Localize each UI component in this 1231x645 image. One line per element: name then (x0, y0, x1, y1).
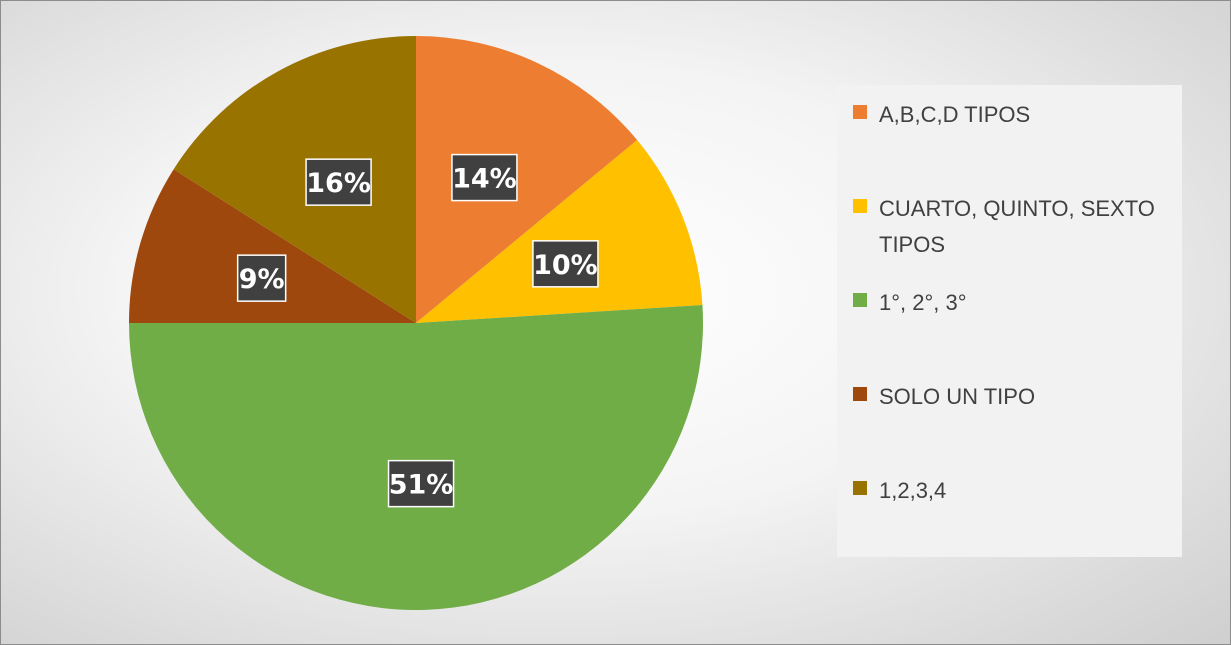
data-label-box (532, 240, 599, 288)
data-labels: 14% 10% 51% 9% 16% (236, 153, 599, 508)
slice-cuarto-quinto-sexto (416, 140, 703, 323)
slice-solo-un-tipo (129, 169, 416, 323)
pie-slices (129, 36, 703, 611)
legend-label: A,B,C,D TIPOS (879, 102, 1031, 127)
data-label-box (387, 459, 455, 508)
data-label-text: 51% (389, 470, 454, 501)
legend-label: 1,2,3,4 (879, 478, 947, 503)
legend-label: SOLO UN TIPO (879, 384, 1036, 409)
legend-item-abcd: A,B,C,D TIPOS (837, 97, 1182, 133)
data-label-box (451, 153, 518, 202)
legend-label: CUARTO, QUINTO, SEXTO TIPOS (879, 196, 1155, 257)
data-label: 51% (387, 459, 455, 508)
data-label-box (236, 254, 287, 302)
data-label: 9% (236, 254, 287, 302)
slice-1-2-3-4 (173, 36, 416, 323)
slice-abcd-tipos (416, 36, 638, 323)
legend-swatch (853, 293, 867, 307)
data-label: 14% (451, 153, 518, 202)
data-label-text: 14% (452, 164, 517, 195)
legend-item-cuarto-quinto-sexto: CUARTO, QUINTO, SEXTO TIPOS (837, 191, 1182, 263)
data-label-text: 16% (306, 168, 371, 199)
data-label-text: 10% (533, 250, 598, 281)
legend-swatch (853, 105, 867, 119)
data-label: 10% (532, 240, 599, 288)
legend-item-1-2-3: 1°, 2°, 3° (837, 285, 1182, 321)
legend-item-solo-un-tipo: SOLO UN TIPO (837, 379, 1182, 415)
legend-label: 1°, 2°, 3° (879, 290, 967, 315)
data-label: 16% (305, 158, 372, 206)
legend-swatch (853, 199, 867, 213)
legend: A,B,C,D TIPOS CUARTO, QUINTO, SEXTO TIPO… (837, 85, 1182, 557)
data-label-text: 9% (239, 264, 285, 295)
legend-swatch (853, 387, 867, 401)
data-label-box (305, 158, 372, 206)
legend-swatch (853, 481, 867, 495)
slice-1-2-3 (129, 304, 703, 611)
legend-item-1234: 1,2,3,4 (837, 473, 1182, 509)
